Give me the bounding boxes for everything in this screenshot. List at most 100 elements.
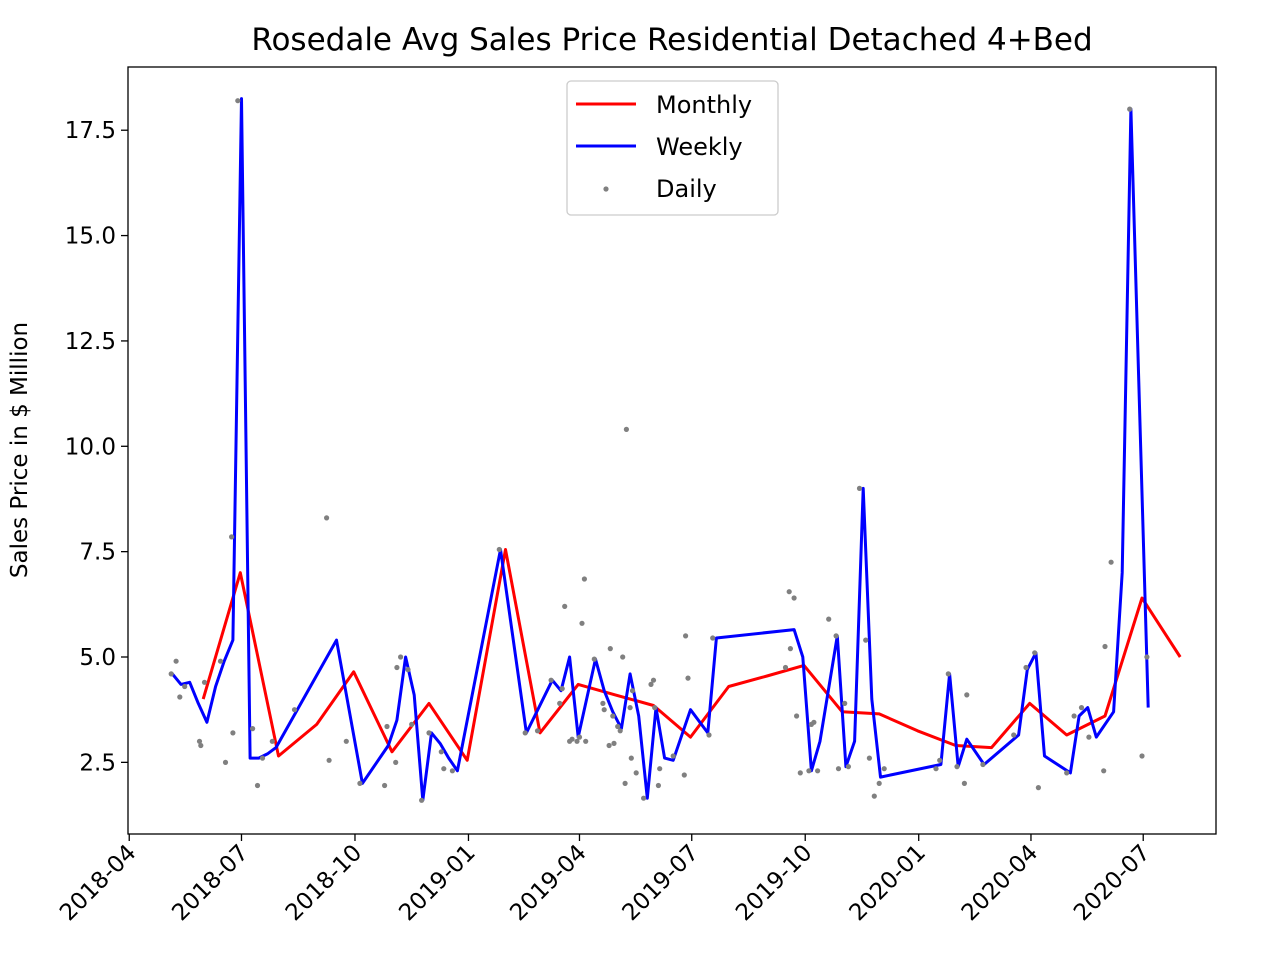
data-point-daily xyxy=(534,728,541,734)
data-point-daily xyxy=(324,515,330,521)
data-point-daily xyxy=(182,683,188,690)
data-point-daily xyxy=(1108,559,1114,565)
data-point-daily xyxy=(863,637,869,643)
data-point-daily xyxy=(548,677,554,683)
data-point-daily xyxy=(611,740,617,747)
data-point-daily xyxy=(1139,753,1145,759)
data-point-daily xyxy=(357,780,363,787)
data-point-daily xyxy=(1144,654,1150,660)
data-point-daily xyxy=(617,728,623,734)
data-point-daily xyxy=(826,616,832,622)
data-point-daily xyxy=(574,738,580,744)
legend-label-daily: Daily xyxy=(656,175,717,203)
data-point-daily xyxy=(583,738,589,744)
data-point-daily xyxy=(710,635,716,641)
data-point-daily xyxy=(980,761,986,768)
data-point-daily xyxy=(569,736,575,742)
data-point-daily xyxy=(622,780,628,787)
data-point-daily xyxy=(394,664,400,671)
data-point-daily xyxy=(600,700,606,707)
data-point-daily xyxy=(409,721,415,728)
data-point-daily xyxy=(419,797,425,803)
data-point-daily xyxy=(393,759,399,766)
data-point-daily xyxy=(954,764,960,770)
data-point-daily xyxy=(786,589,792,595)
data-point-daily xyxy=(842,700,848,707)
data-point-daily xyxy=(591,656,597,662)
data-point-daily xyxy=(606,742,612,749)
legend: Monthly Weekly Daily xyxy=(566,80,779,216)
data-point-daily xyxy=(961,780,968,787)
series-line-monthly xyxy=(201,548,1182,762)
data-point-daily xyxy=(291,707,298,713)
data-point-daily xyxy=(168,671,174,677)
data-point-daily xyxy=(937,757,943,763)
data-point-daily xyxy=(806,768,812,774)
data-point-daily xyxy=(964,692,970,698)
data-point-daily xyxy=(1086,734,1092,740)
data-point-daily xyxy=(201,679,208,685)
y-tick-label: 7.5 xyxy=(79,540,116,566)
data-point-daily xyxy=(782,664,789,671)
data-point-daily xyxy=(628,755,634,761)
data-point-daily xyxy=(1023,664,1029,671)
data-point-daily xyxy=(398,654,404,660)
data-point-daily xyxy=(222,759,229,766)
data-point-daily xyxy=(343,738,349,744)
data-point-daily xyxy=(173,658,179,664)
y-tick-label: 10.0 xyxy=(65,434,116,460)
data-point-daily xyxy=(382,782,388,789)
legend-box xyxy=(566,80,779,216)
data-point-daily xyxy=(1064,770,1070,776)
data-point-daily xyxy=(811,719,817,725)
data-point-daily xyxy=(881,766,887,772)
data-point-daily xyxy=(833,633,839,639)
data-point-daily xyxy=(449,768,455,774)
data-point-daily xyxy=(1101,768,1107,774)
data-point-daily xyxy=(794,713,800,719)
data-point-daily xyxy=(581,576,588,582)
data-point-daily xyxy=(933,766,939,772)
data-point-daily xyxy=(1127,106,1133,112)
legend-swatch-daily xyxy=(603,186,609,192)
data-point-daily xyxy=(620,654,626,660)
data-point-daily xyxy=(1071,713,1077,719)
data-point-daily xyxy=(250,726,256,732)
data-point-daily xyxy=(229,534,235,540)
data-point-daily xyxy=(627,705,633,711)
data-point-daily xyxy=(610,713,616,719)
data-point-daily xyxy=(559,686,565,692)
data-point-daily xyxy=(384,723,390,730)
data-point-daily xyxy=(629,688,636,694)
data-point-daily xyxy=(641,795,647,801)
data-point-daily xyxy=(815,768,821,774)
data-point-daily xyxy=(198,742,204,749)
data-point-daily xyxy=(1032,650,1038,656)
data-point-daily xyxy=(438,749,444,755)
data-point-daily xyxy=(562,603,568,610)
plot-frame xyxy=(127,66,1217,835)
data-point-daily xyxy=(1078,705,1085,711)
data-point-daily xyxy=(835,766,842,772)
data-point-daily xyxy=(797,770,803,776)
data-point-daily xyxy=(235,98,241,104)
series-daily xyxy=(168,98,1150,803)
data-point-daily xyxy=(657,766,663,772)
data-point-daily xyxy=(633,770,639,776)
data-point-daily xyxy=(579,620,585,626)
y-tick-label: 12.5 xyxy=(65,329,116,355)
data-point-daily xyxy=(230,730,236,736)
data-point-daily xyxy=(177,694,183,700)
y-tick-label: 15.0 xyxy=(65,224,116,250)
data-point-daily xyxy=(326,757,332,763)
y-axis-label: Sales Price in $ Million xyxy=(7,322,33,578)
data-point-daily xyxy=(576,734,583,740)
data-point-daily xyxy=(405,667,411,673)
data-point-daily xyxy=(496,546,502,553)
data-point-daily xyxy=(522,730,528,736)
y-tick-label: 17.5 xyxy=(65,118,116,144)
data-point-daily xyxy=(655,782,662,789)
data-point-daily xyxy=(254,782,261,789)
data-point-daily xyxy=(615,723,621,730)
